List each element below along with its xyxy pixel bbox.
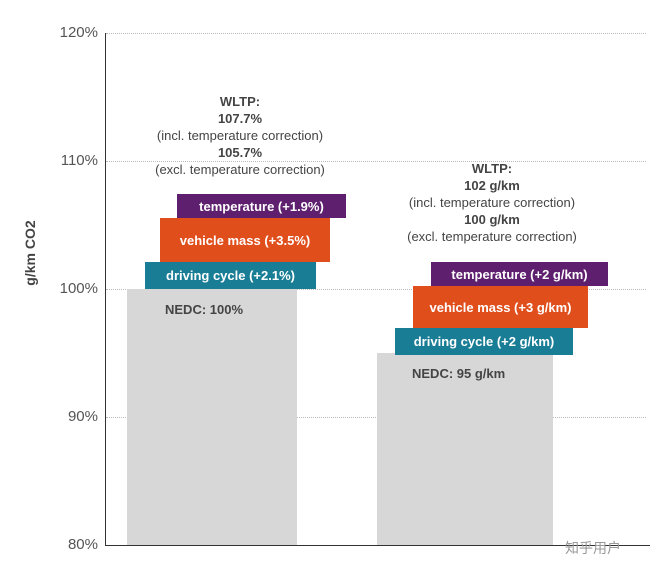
segment-driving-cycle-1: driving cycle (+2.1%)	[145, 262, 316, 289]
annotation-wltp-1: WLTP: 107.7% (incl. temperature correctio…	[155, 94, 325, 177]
y-tick-label: 100%	[59, 280, 98, 297]
bar-label-1: NEDC: 100%	[165, 302, 244, 317]
x-axis	[105, 545, 650, 546]
y-tick-label: 90%	[67, 408, 98, 425]
bar-nedc-2	[377, 353, 553, 545]
segment-temperature-1: temperature (+1.9%)	[177, 194, 346, 218]
y-tick-label: 110%	[60, 152, 98, 169]
gridline	[106, 417, 646, 418]
gridline	[106, 33, 646, 34]
segment-vehicle-mass-1: vehicle mass (+3.5%)	[160, 218, 330, 262]
y-tick-label: 80%	[67, 536, 98, 553]
annotation-wltp-2: WLTP: 102 g/km (incl. temperature correct…	[407, 161, 577, 244]
gridline	[106, 161, 646, 162]
segment-vehicle-mass-2: vehicle mass (+3 g/km)	[413, 286, 588, 328]
y-axis	[105, 33, 106, 545]
bar-nedc-1	[127, 289, 297, 545]
watermark: 知乎用户	[565, 540, 621, 556]
y-tick-label: 120%	[59, 24, 98, 41]
segment-temperature-2: temperature (+2 g/km)	[431, 262, 608, 286]
segment-driving-cycle-2: driving cycle (+2 g/km)	[395, 328, 573, 355]
bar-label-2: NEDC: 95 g/km	[412, 366, 506, 381]
gridline	[106, 289, 646, 290]
